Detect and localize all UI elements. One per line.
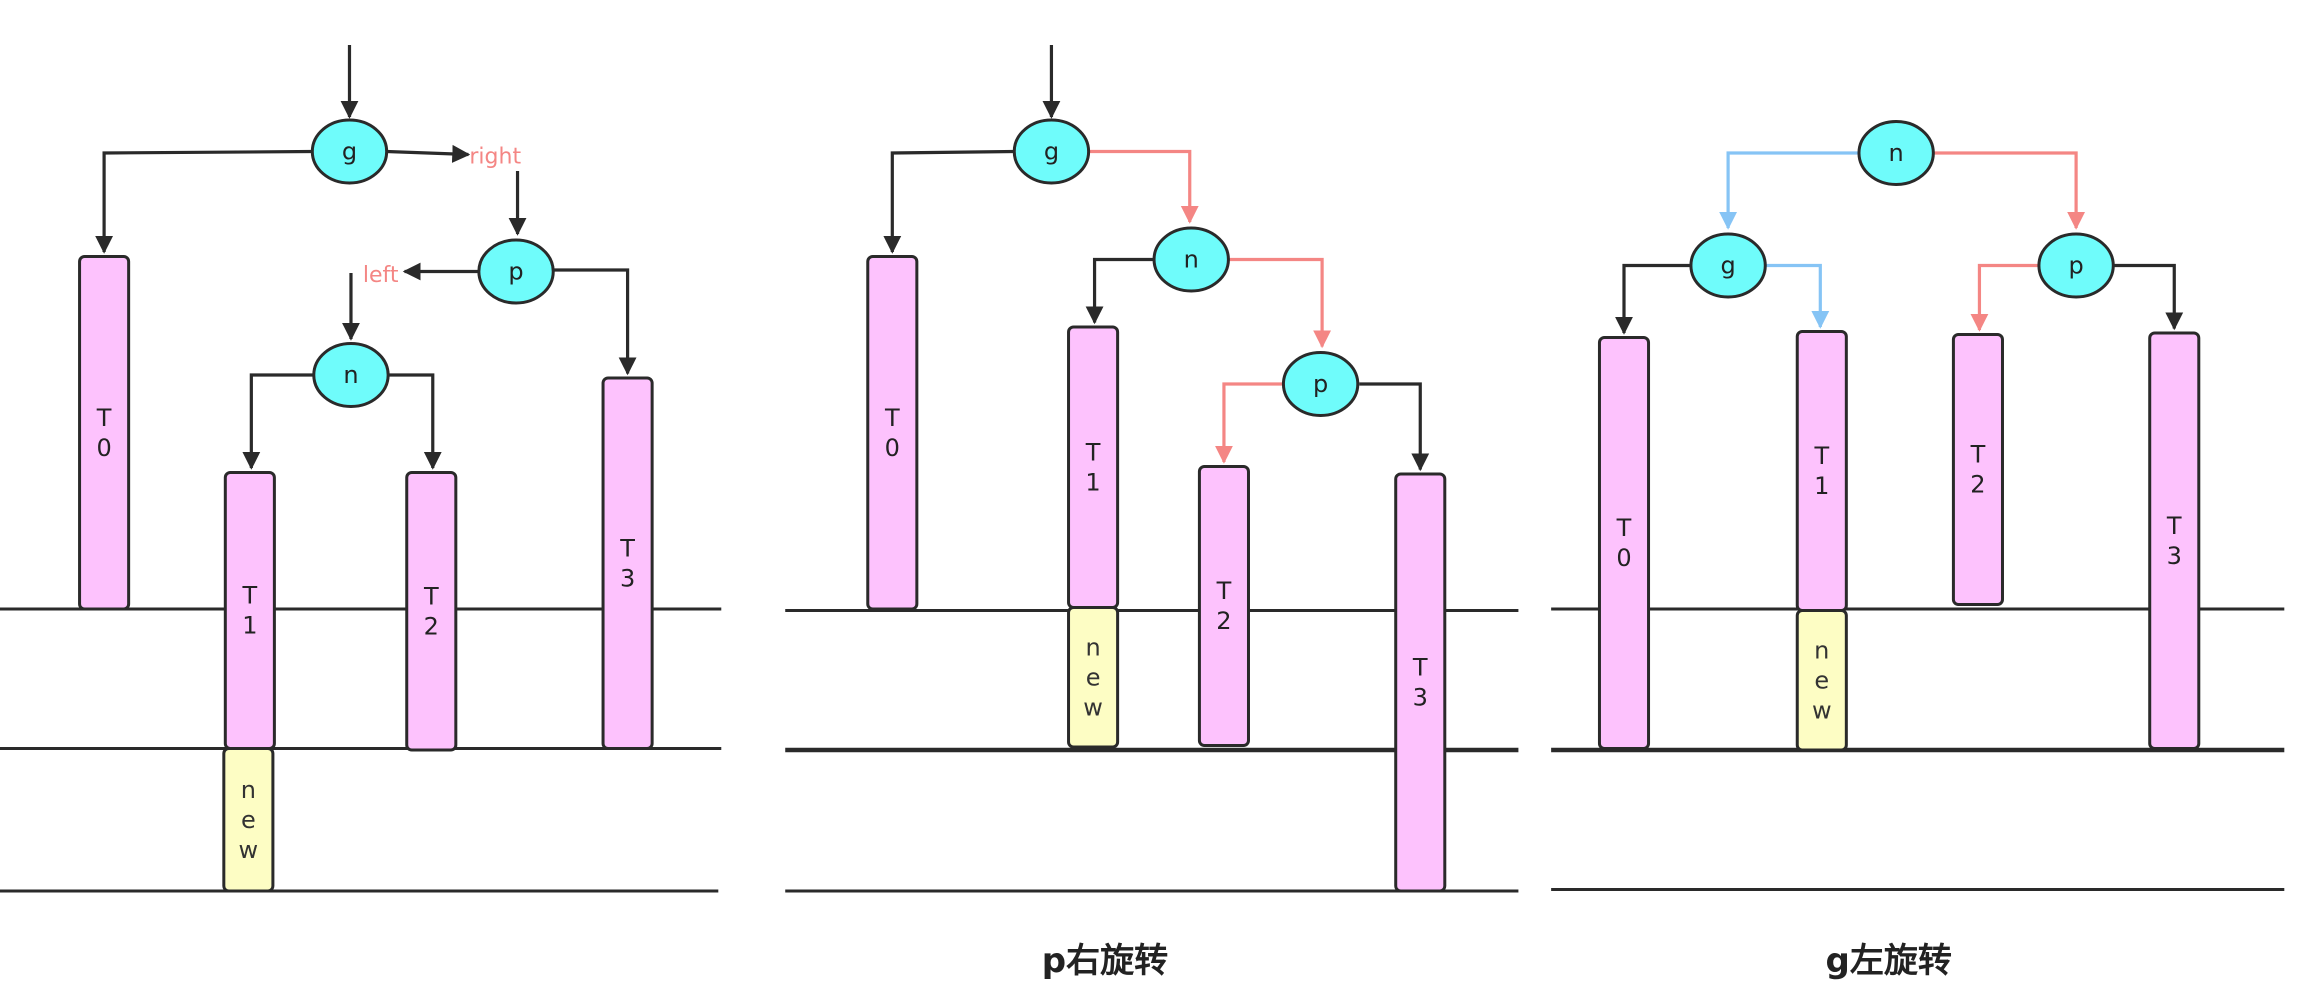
p2-node-g: g bbox=[1012, 118, 1091, 185]
p1-node-p-label: p bbox=[508, 258, 523, 286]
edge-p-to-T3 bbox=[553, 268, 637, 376]
edge-p-to-T2 bbox=[1970, 263, 2039, 332]
p1-node-p: p bbox=[477, 238, 555, 305]
edge-n-to-T1 bbox=[1085, 257, 1155, 325]
p1-node-n: n bbox=[312, 342, 390, 408]
p3-node-p: p bbox=[2037, 232, 2115, 299]
caption-p-right-rotation: p右旋转 bbox=[1042, 941, 1168, 981]
edge-n-to-p bbox=[1933, 151, 2086, 230]
p3-node-n-label: n bbox=[1889, 139, 1904, 167]
p2-node-n: n bbox=[1152, 226, 1230, 293]
p3-node-n: n bbox=[1857, 120, 1935, 186]
p2-node-p-label: p bbox=[1313, 370, 1328, 398]
edge-n-to-p bbox=[1228, 257, 1332, 349]
edge-g-to-T0 bbox=[883, 149, 1015, 254]
p3-node-g: g bbox=[1689, 232, 1767, 299]
p3-node-g-label: g bbox=[1720, 252, 1735, 280]
edge-n-to-T2 bbox=[388, 373, 442, 470]
p3-node-p-label: p bbox=[2068, 252, 2083, 280]
edge-label-right: right bbox=[469, 145, 521, 170]
edge-p-to-T3 bbox=[2113, 263, 2184, 331]
edge-n-to-T1 bbox=[242, 373, 314, 470]
caption-g-left-rotation: g左旋转 bbox=[1826, 941, 1952, 981]
edge-p-to-T3 bbox=[1359, 382, 1430, 472]
edge-n-to-g bbox=[1719, 151, 1859, 230]
edge-g-to-T0 bbox=[1615, 263, 1691, 335]
p2-node-p: p bbox=[1281, 351, 1360, 417]
p2-node-n-label: n bbox=[1184, 246, 1199, 274]
p1-node-n-label: n bbox=[343, 361, 358, 389]
p1-node-g-label: g bbox=[342, 138, 357, 166]
p2-node-g-label: g bbox=[1044, 138, 1059, 166]
edge-label-left: left bbox=[363, 263, 399, 288]
p1-node-g: g bbox=[310, 118, 389, 185]
edge-g-to-T1 bbox=[1765, 263, 1830, 329]
edge-g-to-T0 bbox=[95, 149, 313, 254]
edge-p-to-T2 bbox=[1214, 382, 1285, 464]
edge-g-right-part1 bbox=[386, 144, 471, 163]
edge-g-to-n bbox=[1088, 149, 1199, 224]
